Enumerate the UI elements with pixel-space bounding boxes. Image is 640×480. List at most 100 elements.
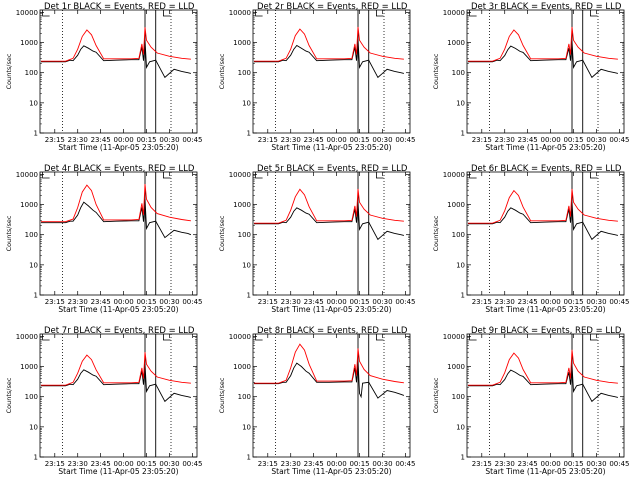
panel-det-6r: Det 6r BLACK = Events, RED = LLD 1 10 100 10… — [432, 164, 630, 314]
x-axis-label: Start Time (11-Apr-05 23:05:20) — [485, 143, 605, 152]
x-tick-label: 00:30 — [586, 136, 606, 144]
x-tick-label: 23:15 — [45, 298, 65, 306]
lld-series-line — [254, 188, 404, 224]
x-axis-label: Start Time (11-Apr-05 23:05:20) — [271, 467, 391, 476]
x-tick-label: 00:45 — [182, 460, 202, 468]
x-axis-label: Start Time (11-Apr-05 23:05:20) — [58, 467, 178, 476]
x-axis-label: Start Time (11-Apr-05 23:05:20) — [58, 143, 178, 152]
panel-title: Det 2r BLACK = Events, RED = LLD — [257, 2, 408, 12]
x-tick-label: 00:00 — [541, 136, 561, 144]
x-tick-label: 23:30 — [68, 460, 88, 468]
top-interval-marker — [255, 10, 263, 17]
y-tick-label: 100 — [25, 393, 38, 401]
y-axis-label: Counts/sec — [218, 215, 226, 251]
x-tick-label: 23:15 — [258, 460, 278, 468]
top-interval-marker — [590, 10, 598, 17]
lld-series-line — [41, 352, 191, 386]
y-tick-label: 1 — [461, 292, 465, 300]
top-interval-marker — [255, 334, 263, 341]
events-series-line — [41, 199, 192, 239]
y-tick-label: 10 — [242, 99, 251, 107]
x-tick-label: 23:45 — [91, 298, 111, 306]
y-tick-label: 1 — [247, 454, 251, 462]
x-tick-label: 00:30 — [372, 298, 392, 306]
panel-det-7r: Det 7r BLACK = Events, RED = LLD 1 10 100 10… — [5, 326, 203, 476]
x-tick-label: 00:15 — [349, 460, 369, 468]
y-tick-label: 10000 — [229, 333, 251, 341]
events-series-line — [468, 365, 618, 403]
x-tick-label: 00:00 — [327, 136, 347, 144]
y-tick-label: 1 — [34, 130, 38, 138]
x-tick-label: 00:45 — [395, 298, 415, 306]
top-interval-marker — [163, 172, 171, 179]
x-tick-label: 23:45 — [304, 298, 324, 306]
x-tick-label: 23:30 — [281, 460, 301, 468]
x-tick-label: 00:00 — [327, 460, 347, 468]
top-interval-marker — [469, 334, 477, 341]
top-interval-marker — [42, 172, 50, 179]
y-tick-label: 100 — [25, 231, 38, 239]
y-axis-label: Counts/sec — [5, 215, 13, 251]
x-tick-label: 00:00 — [114, 136, 134, 144]
events-series-line — [41, 364, 191, 403]
y-tick-label: 10 — [29, 423, 38, 431]
x-tick-label: 00:15 — [136, 298, 156, 306]
y-tick-label: 10000 — [443, 9, 465, 17]
y-tick-label: 1 — [247, 292, 251, 300]
lld-series-line — [41, 183, 191, 223]
lld-series-line — [468, 26, 618, 62]
y-axis-label: Counts/sec — [5, 53, 13, 89]
panel-det-9r: Det 9r BLACK = Events, RED = LLD 1 10 100 10… — [432, 326, 630, 476]
x-tick-label: 00:15 — [349, 298, 369, 306]
x-axis-label: Start Time (11-Apr-05 23:05:20) — [271, 143, 391, 152]
events-series-line — [41, 40, 191, 79]
x-axis-label: Start Time (11-Apr-05 23:05:20) — [485, 467, 605, 476]
plot-frame — [466, 171, 625, 296]
panel-det-2r: Det 2r BLACK = Events, RED = LLD 1 10 100 10… — [218, 2, 416, 152]
x-tick-label: 00:45 — [395, 460, 415, 468]
panel-title: Det 5r BLACK = Events, RED = LLD — [257, 164, 408, 174]
panel-det-1r: Det 1r BLACK = Events, RED = LLD 1 10 100 10… — [5, 2, 203, 152]
panel-title: Det 4r BLACK = Events, RED = LLD — [44, 164, 195, 174]
top-interval-marker — [376, 10, 384, 17]
lld-series-line — [254, 26, 404, 62]
plot-frame — [252, 333, 411, 458]
lld-series-line — [254, 343, 404, 384]
x-tick-label: 23:45 — [304, 136, 324, 144]
x-tick-label: 00:15 — [136, 136, 156, 144]
plot-frame — [466, 9, 625, 134]
top-interval-marker — [163, 334, 171, 341]
y-tick-label: 10 — [242, 261, 251, 269]
y-tick-label: 10000 — [16, 171, 38, 179]
x-tick-label: 00:00 — [114, 298, 134, 306]
y-tick-label: 1000 — [233, 39, 251, 47]
y-tick-label: 100 — [452, 393, 465, 401]
x-tick-label: 00:30 — [372, 460, 392, 468]
y-tick-label: 10 — [456, 423, 465, 431]
lld-series-line — [468, 349, 618, 386]
x-tick-label: 23:45 — [91, 136, 111, 144]
panel-title: Det 7r BLACK = Events, RED = LLD — [44, 326, 195, 336]
top-interval-marker — [590, 172, 598, 179]
x-tick-label: 23:15 — [45, 136, 65, 144]
x-tick-label: 23:30 — [495, 136, 515, 144]
y-tick-label: 10000 — [229, 171, 251, 179]
y-tick-label: 100 — [238, 393, 251, 401]
x-tick-label: 23:45 — [518, 298, 538, 306]
x-tick-label: 23:30 — [495, 298, 515, 306]
x-tick-label: 23:15 — [472, 460, 492, 468]
panel-title: Det 8r BLACK = Events, RED = LLD — [257, 326, 408, 336]
y-tick-label: 100 — [25, 69, 38, 77]
y-tick-label: 10 — [242, 423, 251, 431]
x-tick-label: 23:15 — [258, 136, 278, 144]
x-tick-label: 23:45 — [518, 136, 538, 144]
y-axis-label: Counts/sec — [432, 53, 440, 89]
events-series-line — [254, 202, 404, 241]
top-interval-marker — [376, 334, 384, 341]
y-tick-label: 100 — [452, 231, 465, 239]
x-tick-label: 00:00 — [114, 460, 134, 468]
plot-frame — [252, 171, 411, 296]
x-tick-label: 23:30 — [68, 136, 88, 144]
panel-title: Det 3r BLACK = Events, RED = LLD — [471, 2, 622, 12]
x-tick-label: 00:45 — [609, 298, 629, 306]
